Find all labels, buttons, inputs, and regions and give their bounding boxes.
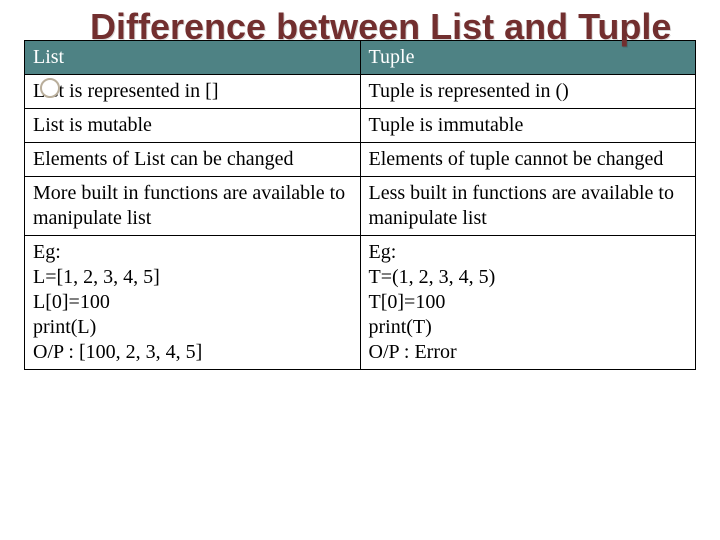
- table-row: Eg: L=[1, 2, 3, 4, 5] L[0]=100 print(L) …: [25, 235, 696, 369]
- table-row: List is represented in [] Tuple is repre…: [25, 74, 696, 108]
- cell: Tuple is represented in (): [360, 74, 696, 108]
- table-row: More built in functions are available to…: [25, 176, 696, 235]
- cell: Eg: T=(1, 2, 3, 4, 5) T[0]=100 print(T) …: [360, 235, 696, 369]
- comparison-table: List Tuple List is represented in [] Tup…: [24, 40, 696, 370]
- cell: List is mutable: [25, 108, 361, 142]
- cell: Elements of List can be changed: [25, 142, 361, 176]
- cell: List is represented in []: [25, 74, 361, 108]
- page-title: Difference between List and Tuple: [90, 8, 696, 46]
- decorative-circle: [40, 78, 60, 98]
- table-row: List is mutable Tuple is immutable: [25, 108, 696, 142]
- slide: Difference between List and Tuple List T…: [0, 0, 720, 540]
- table-row: Elements of List can be changed Elements…: [25, 142, 696, 176]
- cell: Tuple is immutable: [360, 108, 696, 142]
- cell: Elements of tuple cannot be changed: [360, 142, 696, 176]
- cell: Less built in functions are available to…: [360, 176, 696, 235]
- cell: More built in functions are available to…: [25, 176, 361, 235]
- cell: Eg: L=[1, 2, 3, 4, 5] L[0]=100 print(L) …: [25, 235, 361, 369]
